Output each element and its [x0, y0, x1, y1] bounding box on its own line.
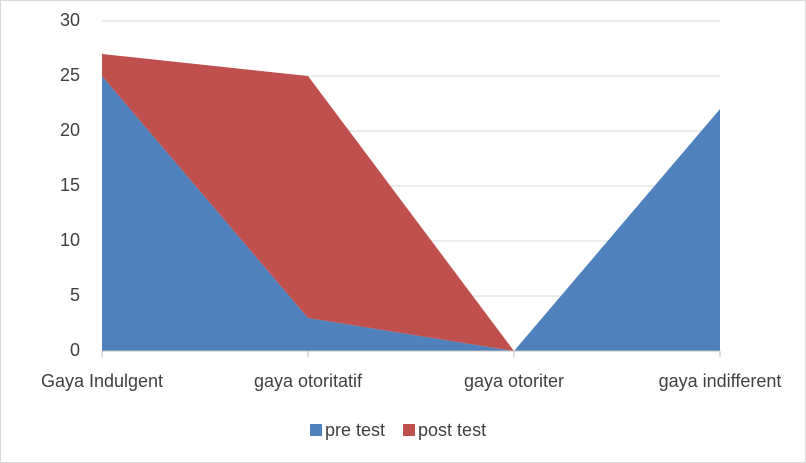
area: [102, 54, 720, 351]
legend-label: post test: [418, 420, 486, 440]
y-tick-label: 0: [70, 340, 80, 360]
x-tick-label: gaya otoriter: [464, 371, 564, 391]
y-tick-label: 15: [60, 175, 80, 195]
y-tick-label: 25: [60, 65, 80, 85]
y-tick-label: 10: [60, 230, 80, 250]
y-tick-label: 30: [60, 10, 80, 30]
legend-swatch: [403, 424, 416, 436]
legend-label: pre test: [325, 420, 385, 440]
x-tick-label: gaya indifferent: [659, 371, 782, 391]
legend-swatch: [310, 424, 322, 436]
x-tick-label: Gaya Indulgent: [41, 371, 163, 391]
y-tick-label: 20: [60, 120, 80, 140]
y-tick-label: 5: [70, 285, 80, 305]
area: [102, 76, 720, 351]
x-tick-label: gaya otoritatif: [254, 371, 363, 391]
